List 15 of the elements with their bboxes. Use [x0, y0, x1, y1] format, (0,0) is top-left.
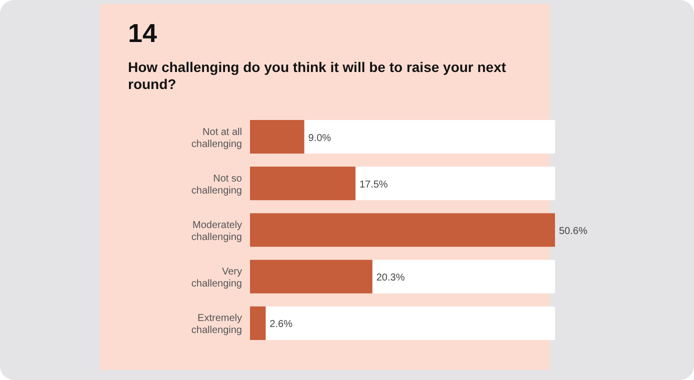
chart-title: How challenging do you think it will be to raise your next round? — [128, 59, 506, 92]
data-label: 17.5% — [359, 179, 388, 190]
data-label: 9.0% — [308, 132, 332, 144]
y-tick-label: Not at all challenging — [191, 126, 242, 150]
data-label: 2.6% — [270, 319, 293, 330]
y-tick-label: Moderately challenging — [191, 220, 242, 243]
text: 14 — [128, 18, 158, 48]
bar — [250, 213, 555, 247]
bar — [250, 306, 266, 340]
bar — [250, 120, 304, 154]
data-label: 20.3% — [376, 272, 405, 284]
data-label: 50.6% — [559, 226, 588, 237]
y-tick-label: Very challenging — [191, 266, 242, 290]
y-tick-label: Extremely challenging — [191, 313, 242, 336]
y-tick-label: Not so challenging — [191, 173, 242, 196]
